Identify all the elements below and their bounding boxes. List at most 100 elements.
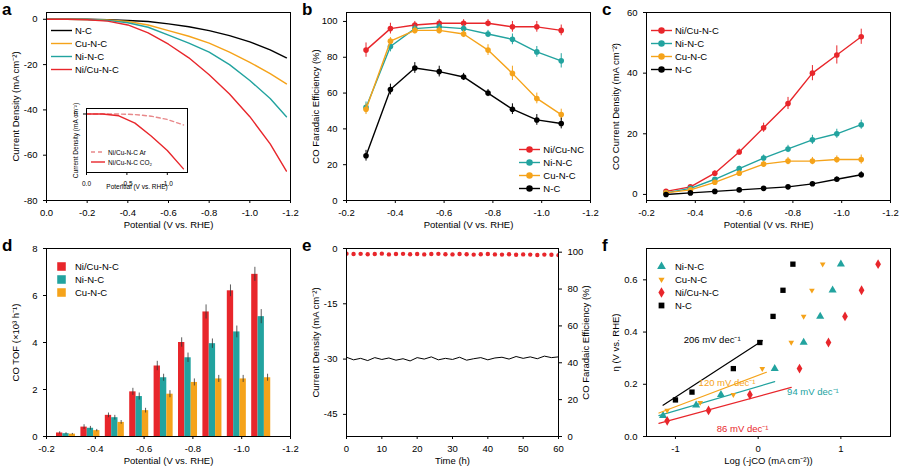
svg-text:0.0: 0.0	[624, 431, 637, 442]
svg-text:0: 0	[756, 443, 761, 454]
svg-text:-1.0: -1.0	[834, 207, 850, 218]
svg-text:0: 0	[344, 443, 349, 454]
svg-text:-20: -20	[24, 59, 38, 70]
svg-text:0: 0	[332, 195, 337, 206]
svg-text:0.0: 0.0	[82, 180, 91, 187]
svg-text:CO Current Density (mA cm⁻²): CO Current Density (mA cm⁻²)	[610, 43, 621, 170]
svg-text:-15: -15	[324, 298, 338, 309]
svg-text:-0.4: -0.4	[687, 207, 703, 218]
svg-text:1: 1	[838, 443, 843, 454]
svg-text:-0.6: -0.6	[136, 443, 152, 454]
svg-text:-0.8: -0.8	[485, 207, 501, 218]
svg-text:-40: -40	[24, 104, 38, 115]
html-text:Ni-N-C: Ni-N-C	[543, 157, 573, 168]
svg-text:Current Density (mA cm⁻²): Current Density (mA cm⁻²)	[10, 51, 21, 161]
svg-text:40: 40	[483, 443, 494, 454]
svg-text:0: 0	[32, 13, 37, 24]
svg-text:Current Density (mA cm⁻²): Current Density (mA cm⁻²)	[310, 287, 321, 397]
svg-text:2: 2	[32, 384, 37, 395]
html-text:Cu-N-C: Cu-N-C	[543, 170, 576, 181]
svg-text:-0.8: -0.8	[785, 207, 801, 218]
svg-text:206 mV dec⁻¹: 206 mV dec⁻¹	[684, 334, 741, 345]
svg-text:20: 20	[327, 159, 338, 170]
svg-text:60: 60	[627, 7, 638, 18]
svg-text:0: 0	[632, 188, 637, 199]
svg-text:Potential (V vs. RHE): Potential (V vs. RHE)	[124, 455, 214, 466]
svg-text:8: 8	[32, 243, 37, 254]
svg-text:-1.2: -1.2	[882, 207, 898, 218]
svg-text:-1.2: -1.2	[282, 443, 298, 454]
svg-text:-1.0: -1.0	[234, 443, 250, 454]
svg-text:Potential (V vs. RHE): Potential (V vs. RHE)	[424, 219, 514, 230]
svg-text:0: 0	[332, 243, 337, 254]
svg-text:CO Faradaic Efficiency (%): CO Faradaic Efficiency (%)	[310, 49, 321, 163]
svg-text:20: 20	[568, 394, 579, 405]
svg-text:-0.6: -0.6	[436, 207, 452, 218]
svg-text:0.0: 0.0	[40, 207, 53, 218]
svg-text:60: 60	[327, 87, 338, 98]
svg-text:-0.2: -0.2	[338, 207, 354, 218]
svg-text:120 mV dec⁻¹: 120 mV dec⁻¹	[699, 377, 756, 388]
svg-text:4: 4	[32, 337, 37, 348]
svg-text:-1.0: -1.0	[534, 207, 550, 218]
svg-text:-0.8: -0.8	[201, 207, 217, 218]
svg-text:100: 100	[322, 15, 338, 26]
svg-text:-1.2: -1.2	[582, 207, 598, 218]
svg-text:Log (-jCO (mA cm⁻²)): Log (-jCO (mA cm⁻²))	[724, 455, 813, 466]
svg-text:-0.2: -0.2	[79, 207, 95, 218]
svg-text:-0.2: -0.2	[638, 207, 654, 218]
svg-text:-1.2: -1.2	[282, 207, 298, 218]
svg-text:η (V vs. RHE): η (V vs. RHE)	[610, 313, 621, 371]
svg-text:0: 0	[32, 431, 37, 442]
svg-text:-0.4: -0.4	[87, 443, 103, 454]
svg-text:-0.6: -0.6	[160, 207, 176, 218]
html-text:Ni/Cu-N-C: Ni/Cu-N-C	[675, 25, 719, 36]
svg-text:-30: -30	[324, 353, 338, 364]
svg-text:-1.0: -1.0	[242, 207, 258, 218]
svg-text:-45: -45	[324, 408, 338, 419]
svg-text:0.6: 0.6	[624, 274, 637, 285]
svg-text:0.4: 0.4	[624, 326, 637, 337]
svg-text:40: 40	[568, 357, 579, 368]
svg-text:50: 50	[518, 443, 529, 454]
html-text:Ni/Cu-NC: Ni/Cu-NC	[543, 144, 584, 155]
svg-text:-0.4: -0.4	[387, 207, 403, 218]
svg-text:CO TOF (×10³ h⁻¹): CO TOF (×10³ h⁻¹)	[10, 304, 21, 382]
svg-text:CO Faradaic Efficiency (%): CO Faradaic Efficiency (%)	[580, 285, 591, 399]
svg-text:-60: -60	[24, 149, 38, 160]
svg-text:80: 80	[568, 283, 579, 294]
svg-text:40: 40	[627, 67, 638, 78]
svg-text:-0.4: -0.4	[120, 207, 136, 218]
svg-text:60: 60	[568, 320, 579, 331]
svg-text:Potential (V vs. RHE): Potential (V vs. RHE)	[106, 183, 167, 191]
html-text:Cu-N-C: Cu-N-C	[75, 38, 108, 49]
svg-text:94 mV dec⁻¹: 94 mV dec⁻¹	[787, 386, 839, 397]
svg-text:-80: -80	[24, 195, 38, 206]
html-text:N-C: N-C	[543, 183, 561, 194]
svg-text:20: 20	[627, 128, 638, 139]
svg-text:0: 0	[568, 431, 573, 442]
svg-text:10: 10	[377, 443, 388, 454]
html-text:Ni/Cu-N-C: Ni/Cu-N-C	[75, 64, 119, 75]
html-text:Ni-N-C: Ni-N-C	[75, 51, 104, 62]
svg-text:60: 60	[553, 443, 564, 454]
svg-text:20: 20	[412, 443, 423, 454]
svg-text:-0.6: -0.6	[736, 207, 752, 218]
svg-text:100: 100	[568, 246, 584, 257]
svg-text:Potential (V vs. RHE): Potential (V vs. RHE)	[124, 219, 214, 230]
svg-text:80: 80	[327, 51, 338, 62]
html-text:N-C: N-C	[75, 25, 92, 36]
html-text:b: b	[302, 0, 313, 19]
svg-text:0.2: 0.2	[624, 378, 637, 389]
svg-text:-1: -1	[671, 443, 679, 454]
svg-text:40: 40	[327, 123, 338, 134]
svg-text:86 mV dec⁻¹: 86 mV dec⁻¹	[717, 423, 769, 434]
svg-text:6: 6	[32, 290, 37, 301]
html-text:Ni-N-C: Ni-N-C	[675, 38, 704, 49]
svg-text:-0.2: -0.2	[38, 443, 54, 454]
svg-text:Current Density (mA cm⁻²): Current Density (mA cm⁻²)	[72, 103, 80, 178]
svg-text:30: 30	[447, 443, 458, 454]
svg-text:Potential (V vs. RHE): Potential (V vs. RHE)	[724, 219, 814, 230]
svg-text:-0.8: -0.8	[185, 443, 201, 454]
svg-text:Time (h): Time (h)	[435, 455, 470, 466]
